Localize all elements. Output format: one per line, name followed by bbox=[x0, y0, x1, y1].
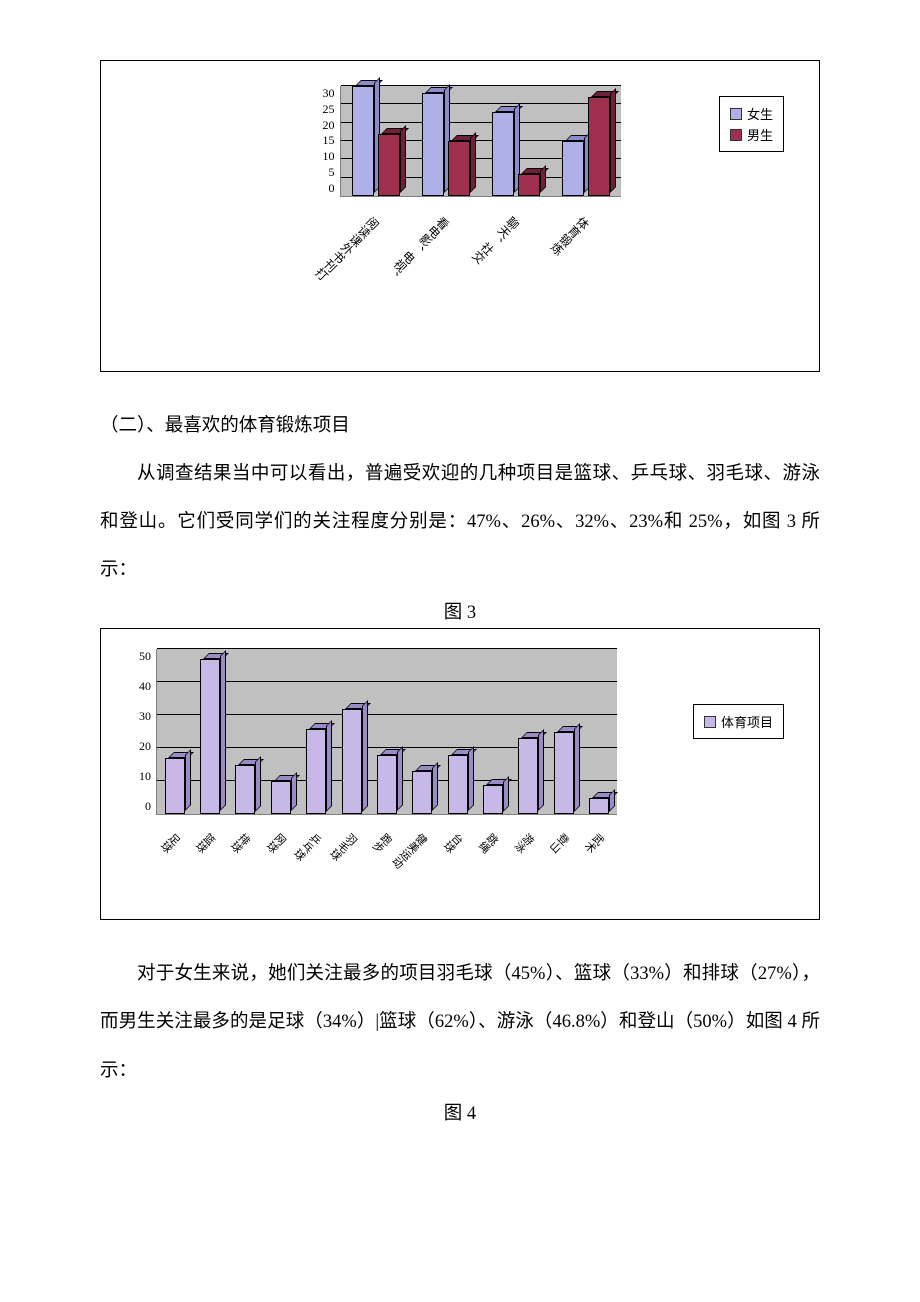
bar bbox=[200, 659, 220, 814]
chart-2-plot: 01020304050 足球篮球排球网球乒乓球羽毛球跑步健美运动台球跳绳游泳登山… bbox=[156, 649, 617, 903]
bar-group bbox=[481, 112, 551, 196]
bar bbox=[448, 755, 468, 814]
bar-group bbox=[405, 771, 440, 814]
bar bbox=[352, 86, 374, 196]
bar-group bbox=[263, 781, 298, 814]
x-label: 聊天、社交 bbox=[468, 213, 522, 267]
x-label: 乒乓球 bbox=[290, 829, 325, 864]
y-tick: 10 bbox=[315, 149, 335, 164]
chart-1-legend: 女生男生 bbox=[719, 96, 784, 152]
x-label: 跑步 bbox=[368, 829, 395, 856]
y-tick: 0 bbox=[131, 799, 151, 814]
chart-1-y-axis: 051015202530 bbox=[315, 86, 335, 196]
bar bbox=[165, 758, 185, 814]
x-label: 阅读课外书刊打 bbox=[311, 213, 382, 284]
x-label: 武术 bbox=[581, 829, 608, 856]
bar bbox=[422, 93, 444, 196]
x-label: 健美运动 bbox=[388, 829, 430, 871]
paragraph-2: 对于女生来说，她们关注最多的项目羽毛球（45%）、篮球（33%）和排球（27%）… bbox=[100, 950, 820, 1094]
chart-1-container: 051015202530 阅读课外书刊打看电影、电视、聊天、社交体育锻炼 女生男… bbox=[100, 60, 820, 372]
y-tick: 15 bbox=[315, 133, 335, 148]
legend-item: 女生 bbox=[730, 104, 773, 123]
bar bbox=[518, 174, 540, 196]
chart-2-plot-area bbox=[156, 649, 617, 815]
legend-swatch bbox=[730, 129, 742, 141]
legend-swatch bbox=[704, 716, 716, 728]
legend-label: 女生 bbox=[747, 104, 773, 123]
bar bbox=[448, 141, 470, 196]
y-tick: 10 bbox=[131, 769, 151, 784]
bar bbox=[554, 732, 574, 815]
chart-2-x-labels: 足球篮球排球网球乒乓球羽毛球跑步健美运动台球跳绳游泳登山武术 bbox=[156, 823, 616, 903]
x-label: 体育锻炼 bbox=[547, 213, 593, 259]
bar bbox=[518, 738, 538, 814]
x-label: 排球 bbox=[227, 829, 254, 856]
bar-group bbox=[192, 659, 227, 814]
y-tick: 40 bbox=[131, 679, 151, 694]
chart-2-y-axis: 0 10 20 30 40 50 bbox=[131, 649, 151, 814]
bar-group bbox=[551, 97, 621, 196]
legend-swatch bbox=[730, 108, 742, 120]
bar-group bbox=[369, 755, 404, 814]
figure-3-label: 图 3 bbox=[100, 598, 820, 624]
y-tick: 20 bbox=[131, 739, 151, 754]
legend-item: 体育项目 bbox=[704, 712, 773, 731]
y-tick: 0 bbox=[315, 181, 335, 196]
y-tick: 5 bbox=[315, 165, 335, 180]
bar-group bbox=[582, 798, 617, 815]
bar-group bbox=[440, 755, 475, 814]
bar bbox=[271, 781, 291, 814]
bar-group bbox=[157, 758, 192, 814]
bar bbox=[492, 112, 514, 196]
figure-4-label: 图 4 bbox=[100, 1099, 820, 1125]
bar bbox=[377, 755, 397, 814]
bar bbox=[342, 709, 362, 815]
bar-group bbox=[511, 738, 546, 814]
x-label: 登山 bbox=[545, 829, 572, 856]
chart-2-container: 0 10 20 30 40 50 足球篮球排球网球乒乓球羽毛球跑步健美运动台球跳绳游泳登山… bbox=[100, 628, 820, 920]
y-tick: 20 bbox=[315, 118, 335, 133]
x-label: 看电影、电视、 bbox=[381, 213, 452, 284]
bar-group bbox=[546, 732, 581, 815]
chart-1-x-labels: 阅读课外书刊打看电影、电视、聊天、社交体育锻炼 bbox=[340, 205, 620, 355]
legend-item: 男生 bbox=[730, 125, 773, 144]
x-label: 台球 bbox=[439, 829, 466, 856]
bar bbox=[483, 785, 503, 815]
x-label: 篮球 bbox=[192, 829, 219, 856]
paragraph-1-text: 从调查结果当中可以看出，普遍受欢迎的几种项目是篮球、乒乓球、羽毛球、游泳和登山。… bbox=[100, 450, 820, 594]
x-label: 足球 bbox=[156, 829, 183, 856]
bar bbox=[562, 141, 584, 196]
x-label: 跳绳 bbox=[475, 829, 502, 856]
bar bbox=[588, 97, 610, 196]
paragraph-2-text: 对于女生来说，她们关注最多的项目羽毛球（45%）、篮球（33%）和排球（27%）… bbox=[100, 950, 820, 1094]
bar-group bbox=[475, 785, 510, 815]
bar-group bbox=[299, 729, 334, 815]
legend-label: 男生 bbox=[747, 125, 773, 144]
legend-label: 体育项目 bbox=[721, 712, 773, 731]
section-2-heading: （二）、最喜欢的体育锻炼项目 bbox=[100, 402, 820, 450]
bar bbox=[235, 765, 255, 815]
bar bbox=[306, 729, 326, 815]
y-tick: 50 bbox=[131, 649, 151, 664]
y-tick: 30 bbox=[131, 709, 151, 724]
x-label: 网球 bbox=[262, 829, 289, 856]
bar bbox=[589, 798, 609, 815]
x-label: 羽毛球 bbox=[325, 829, 360, 864]
y-tick: 30 bbox=[315, 86, 335, 101]
chart-1-plot-area bbox=[340, 86, 621, 197]
chart-2-legend: 体育项目 bbox=[693, 704, 784, 739]
x-label: 游泳 bbox=[510, 829, 537, 856]
y-tick: 25 bbox=[315, 102, 335, 117]
bar-group bbox=[341, 86, 411, 196]
bar-group bbox=[334, 709, 369, 815]
bar bbox=[378, 134, 400, 196]
paragraph-1: 从调查结果当中可以看出，普遍受欢迎的几种项目是篮球、乒乓球、羽毛球、游泳和登山。… bbox=[100, 450, 820, 594]
bar bbox=[412, 771, 432, 814]
chart-1-plot: 051015202530 阅读课外书刊打看电影、电视、聊天、社交体育锻炼 bbox=[340, 86, 621, 355]
bar-group bbox=[411, 93, 481, 196]
bar-group bbox=[228, 765, 263, 815]
